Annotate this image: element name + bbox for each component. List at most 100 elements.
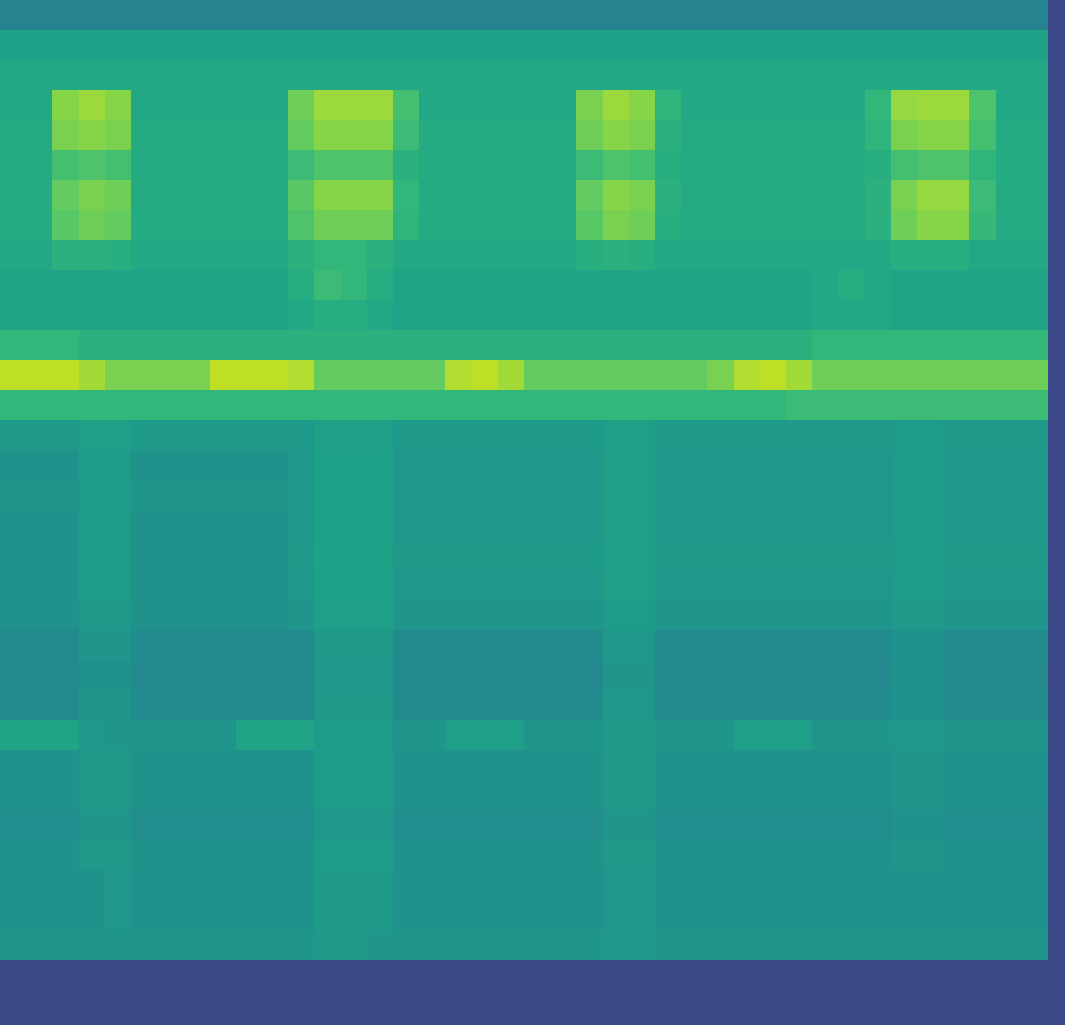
cell bbox=[210, 660, 237, 691]
cell bbox=[262, 690, 289, 721]
cell bbox=[786, 900, 813, 931]
cell bbox=[131, 930, 158, 960]
cell bbox=[314, 930, 341, 960]
cell bbox=[891, 720, 918, 751]
cell bbox=[314, 330, 341, 361]
cell bbox=[105, 870, 132, 901]
cell bbox=[183, 540, 210, 571]
cell bbox=[236, 270, 263, 301]
cell bbox=[262, 870, 289, 901]
cell bbox=[576, 120, 603, 151]
cell bbox=[707, 150, 734, 181]
cell bbox=[943, 300, 970, 331]
cell bbox=[681, 570, 708, 601]
cell bbox=[341, 510, 368, 541]
cell bbox=[917, 150, 944, 181]
cell bbox=[891, 30, 918, 61]
cell bbox=[707, 930, 734, 960]
cell bbox=[1022, 330, 1048, 361]
cell bbox=[236, 570, 263, 601]
cell bbox=[996, 510, 1023, 541]
cell bbox=[1022, 120, 1048, 151]
cell bbox=[943, 60, 970, 91]
cell bbox=[0, 390, 27, 421]
cell bbox=[969, 180, 996, 211]
cell bbox=[52, 570, 79, 601]
cell bbox=[943, 90, 970, 121]
cell bbox=[498, 210, 525, 241]
cell bbox=[288, 750, 315, 781]
cell bbox=[1022, 210, 1048, 241]
chart-svg bbox=[0, 0, 1065, 1025]
cell bbox=[576, 480, 603, 511]
cell bbox=[865, 60, 892, 91]
cell bbox=[210, 900, 237, 931]
cell bbox=[655, 570, 682, 601]
cell bbox=[262, 180, 289, 211]
cell bbox=[183, 210, 210, 241]
cell bbox=[288, 810, 315, 841]
cell bbox=[314, 810, 341, 841]
cell bbox=[314, 360, 341, 391]
cell bbox=[131, 120, 158, 151]
cell bbox=[996, 750, 1023, 781]
cell bbox=[1022, 780, 1048, 811]
cell bbox=[288, 210, 315, 241]
cell bbox=[498, 870, 525, 901]
cell bbox=[629, 210, 656, 241]
cell bbox=[969, 90, 996, 121]
cell bbox=[550, 600, 577, 631]
cell bbox=[367, 210, 394, 241]
cell bbox=[498, 180, 525, 211]
cell bbox=[603, 810, 630, 841]
cell bbox=[996, 480, 1023, 511]
cell bbox=[603, 750, 630, 781]
cell bbox=[26, 90, 53, 121]
cell bbox=[393, 840, 420, 871]
cell bbox=[183, 450, 210, 481]
cell bbox=[550, 540, 577, 571]
cell bbox=[131, 0, 158, 31]
cell bbox=[341, 90, 368, 121]
cell bbox=[367, 420, 394, 451]
cell bbox=[943, 630, 970, 661]
cell bbox=[79, 690, 106, 721]
cell bbox=[288, 300, 315, 331]
cell bbox=[314, 60, 341, 91]
cell bbox=[760, 750, 787, 781]
cell bbox=[681, 360, 708, 391]
cell bbox=[79, 930, 106, 960]
cell bbox=[236, 810, 263, 841]
cell bbox=[681, 180, 708, 211]
cell bbox=[812, 570, 839, 601]
cell bbox=[419, 900, 446, 931]
cell bbox=[865, 90, 892, 121]
cell bbox=[891, 330, 918, 361]
cell bbox=[288, 180, 315, 211]
cell bbox=[655, 90, 682, 121]
cell bbox=[157, 120, 184, 151]
cell bbox=[734, 600, 761, 631]
cell bbox=[550, 330, 577, 361]
cell bbox=[550, 240, 577, 271]
cell bbox=[498, 120, 525, 151]
cell bbox=[838, 90, 865, 121]
cell bbox=[734, 630, 761, 661]
cell bbox=[603, 870, 630, 901]
cell bbox=[812, 810, 839, 841]
cell bbox=[367, 750, 394, 781]
cell bbox=[760, 600, 787, 631]
cell bbox=[865, 510, 892, 541]
cell bbox=[838, 240, 865, 271]
cell bbox=[367, 330, 394, 361]
cell bbox=[812, 870, 839, 901]
cell bbox=[524, 600, 551, 631]
cell bbox=[865, 180, 892, 211]
cell bbox=[314, 180, 341, 211]
cell bbox=[236, 120, 263, 151]
cell bbox=[393, 60, 420, 91]
cell bbox=[314, 300, 341, 331]
cell bbox=[681, 450, 708, 481]
cell bbox=[472, 240, 499, 271]
cell bbox=[550, 420, 577, 451]
